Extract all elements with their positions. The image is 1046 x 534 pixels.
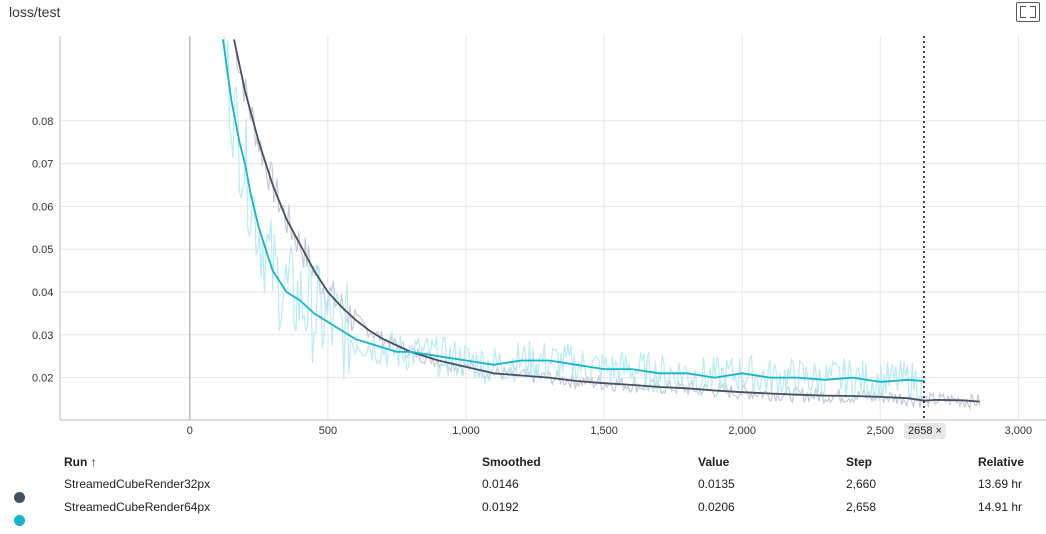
x-tick-label: 2,500 bbox=[867, 425, 895, 437]
y-tick-label: 0.06 bbox=[32, 201, 53, 213]
y-tick-label: 0.08 bbox=[32, 116, 53, 128]
step-value: 2,658 bbox=[846, 499, 877, 514]
x-tick-label: 500 bbox=[319, 425, 337, 437]
smoothed-value: 0.0146 bbox=[482, 476, 519, 491]
raw-value: 0.0135 bbox=[698, 476, 735, 491]
fullscreen-icon[interactable] bbox=[1016, 2, 1040, 22]
column-header-smoothed[interactable]: Smoothed bbox=[482, 455, 541, 469]
y-tick-label: 0.07 bbox=[32, 159, 53, 171]
x-tick-label: 3,000 bbox=[1005, 425, 1033, 437]
run-name: StreamedCubeRender64px bbox=[64, 499, 211, 514]
table-row: StreamedCubeRender32px 0.0146 0.0135 2,6… bbox=[0, 472, 1046, 503]
y-tick-label: 0.04 bbox=[32, 287, 53, 299]
relative-time: 13.69 hr bbox=[978, 476, 1023, 491]
x-tick-label: 0 bbox=[187, 425, 193, 437]
x-tick-label: 1,000 bbox=[452, 425, 480, 437]
column-header-value[interactable]: Value bbox=[698, 455, 730, 469]
table-row: StreamedCubeRender64px 0.0192 0.0206 2,6… bbox=[0, 495, 1046, 526]
raw-series-line bbox=[222, 35, 925, 403]
smoothed-value: 0.0192 bbox=[482, 499, 519, 514]
close-icon[interactable]: × bbox=[935, 425, 942, 437]
chart-title: loss/test bbox=[9, 4, 61, 20]
run-color-dot bbox=[14, 515, 25, 526]
y-tick-label: 0.02 bbox=[32, 373, 53, 385]
run-name: StreamedCubeRender32px bbox=[64, 476, 211, 491]
tick-labels: 0.02 0.03 0.04 0.05 0.06 0.07 0.08 0 500 1,000 1,5… bbox=[32, 116, 1032, 437]
column-header-relative[interactable]: Relative bbox=[978, 455, 1025, 469]
grid bbox=[60, 36, 1046, 420]
raw-series-layer bbox=[222, 35, 981, 411]
step-value: 2,660 bbox=[846, 476, 877, 491]
axes bbox=[59, 36, 1046, 421]
series-line bbox=[222, 39, 924, 383]
column-header-run[interactable]: Run ↑ bbox=[64, 455, 97, 469]
raw-series-line bbox=[233, 39, 981, 411]
y-tick-label: 0.05 bbox=[32, 244, 53, 256]
series-layer bbox=[222, 39, 980, 403]
line-chart[interactable]: 0.02 0.03 0.04 0.05 0.06 0.07 0.08 0 500 1,000 1,5… bbox=[0, 0, 1046, 450]
y-tick-label: 0.03 bbox=[32, 330, 53, 342]
series-line bbox=[233, 39, 980, 403]
hover-step-value: 2658 bbox=[908, 425, 933, 437]
column-header-step[interactable]: Step bbox=[846, 455, 873, 469]
x-tick-label: 1,500 bbox=[590, 425, 618, 437]
run-color-dot bbox=[14, 492, 25, 503]
relative-time: 14.91 hr bbox=[978, 499, 1023, 514]
runs-table: Run ↑ Smoothed Value Step Relative Strea… bbox=[0, 452, 1046, 526]
x-tick-label: 2,000 bbox=[728, 425, 756, 437]
hover-step-badge[interactable]: 2658 × bbox=[904, 423, 946, 439]
raw-value: 0.0206 bbox=[698, 499, 735, 514]
